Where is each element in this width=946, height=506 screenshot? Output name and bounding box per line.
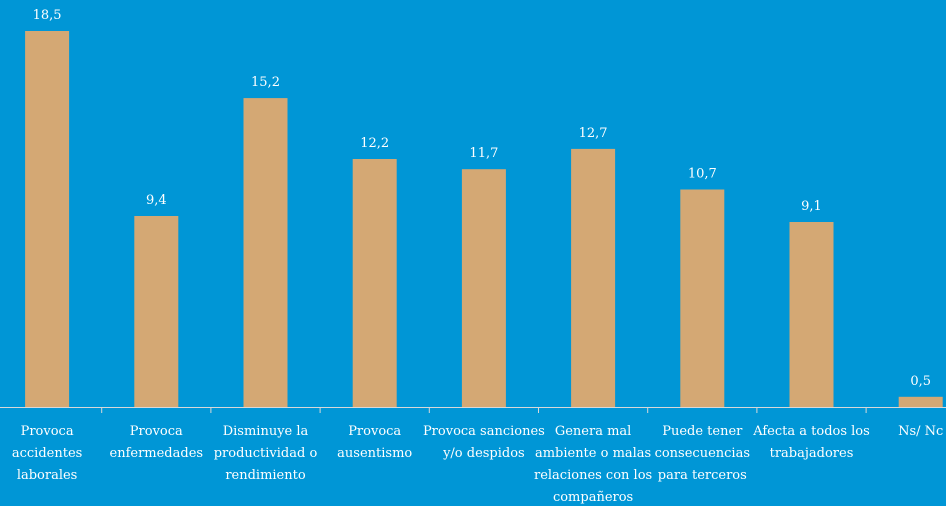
bar-group [25, 31, 943, 407]
category-label-line: para terceros [658, 468, 747, 483]
bar [680, 189, 725, 407]
category-label-line: enfermedades [110, 446, 204, 461]
bar [134, 216, 179, 407]
bar-value-label: 12,7 [579, 126, 608, 141]
bar [789, 222, 834, 407]
category-label-line: Puede tener [662, 424, 743, 439]
category-label-line: laborales [17, 468, 78, 483]
category-label-line: consecuencias [655, 446, 750, 461]
bar-value-label: 9,4 [146, 193, 167, 208]
category-label: Puede tener consecuencias para terceros [655, 424, 750, 483]
bar [571, 148, 616, 407]
category-label: Provoca accidentes laborales [12, 424, 82, 483]
bar-value-label: 15,2 [251, 75, 280, 90]
bar [352, 159, 397, 407]
bar-value-label: 12,2 [360, 136, 389, 151]
category-label: Provoca enfermedades [110, 424, 204, 461]
bar-value-label: 11,7 [469, 146, 498, 161]
category-label: Disminuye la productividad o rendimiento [214, 424, 318, 483]
category-label-line: relaciones con los [534, 468, 652, 483]
category-label-line: Provoca [130, 424, 183, 439]
category-label-line: Provoca [348, 424, 401, 439]
value-label-group: 18,5 9,4 15,2 12,2 11,7 12,7 10,7 9,1 0,5 [33, 8, 931, 389]
category-label-line: rendimiento [225, 468, 306, 483]
bar [898, 396, 943, 407]
bar [25, 31, 70, 407]
bar-value-label: 0,5 [910, 374, 931, 389]
bar-value-label: 18,5 [33, 8, 62, 23]
category-label-line: y/o despidos [442, 446, 525, 461]
category-label-line: Afecta a todos los [752, 424, 870, 439]
category-label-line: Disminuye la [223, 424, 309, 439]
category-label: Ns/ Nc [898, 424, 943, 439]
category-label-line: ambiente o malas [535, 446, 651, 461]
category-label: Provoca sanciones y/o despidos [423, 424, 545, 461]
category-label-line: compañeros [553, 490, 633, 505]
category-label-line: accidentes [12, 446, 82, 461]
category-label: Genera mal ambiente o malas relaciones con… [534, 424, 652, 505]
category-label-line: Provoca sanciones [423, 424, 545, 439]
category-label-group: Provoca accidentes laborales Provoca enferme… [12, 424, 943, 505]
x-axis-tick-group [101, 407, 867, 413]
bar [461, 169, 506, 407]
bar-value-label: 9,1 [801, 199, 822, 214]
category-label-line: Genera mal [555, 424, 631, 439]
category-label-line: Ns/ Nc [898, 424, 943, 439]
category-label-line: trabajadores [770, 446, 854, 461]
category-label: Afecta a todos los trabajadores [752, 424, 870, 461]
category-label: Provoca ausentismo [337, 424, 412, 461]
bar [243, 98, 288, 407]
category-label-line: Provoca [21, 424, 74, 439]
category-label-line: ausentismo [337, 446, 412, 461]
category-label-line: productividad o [214, 446, 318, 461]
bar-value-label: 10,7 [688, 167, 717, 182]
